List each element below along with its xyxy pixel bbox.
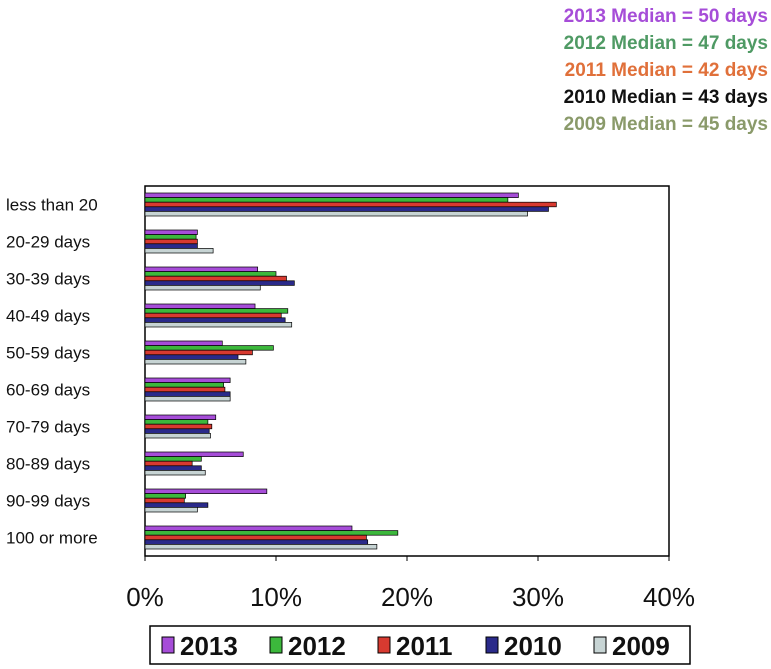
median-label-4: 2009 Median = 45 days bbox=[564, 114, 768, 135]
bar-2012-5 bbox=[144, 382, 224, 388]
bar-2012-8 bbox=[144, 493, 186, 499]
category-label-6: 70-79 days bbox=[6, 418, 90, 437]
bar-2011-1 bbox=[144, 238, 198, 245]
bar-2010-1 bbox=[144, 243, 198, 249]
legend-label-2011: 2011 bbox=[396, 631, 452, 661]
bar-2011-9 bbox=[144, 534, 367, 541]
plot-area bbox=[144, 185, 670, 557]
legend-label-2010: 2010 bbox=[504, 631, 562, 661]
bar-2013-4 bbox=[144, 340, 223, 346]
bar-2012-9 bbox=[144, 530, 399, 536]
x-tick-label-0: 0% bbox=[126, 582, 164, 612]
category-label-4: 50-59 days bbox=[6, 344, 90, 363]
bar-2011-6 bbox=[144, 423, 213, 430]
bar-2013-9 bbox=[144, 525, 353, 531]
bar-2009-8 bbox=[144, 507, 198, 513]
bar-2009-5 bbox=[144, 396, 231, 402]
bar-2009-4 bbox=[144, 359, 247, 365]
legend: 2013 2012 2011 2010 2009 bbox=[149, 625, 691, 665]
bar-2012-1 bbox=[144, 234, 197, 240]
category-label-2: 30-39 days bbox=[6, 270, 90, 289]
bar-2011-2 bbox=[144, 275, 287, 282]
x-tick-label-3: 30% bbox=[512, 582, 564, 612]
bar-2013-8 bbox=[144, 488, 268, 494]
category-label-7: 80-89 days bbox=[6, 455, 90, 474]
bar-2012-7 bbox=[144, 456, 202, 462]
legend-swatch-2013 bbox=[161, 636, 175, 654]
bar-2009-1 bbox=[144, 248, 214, 254]
bar-2010-3 bbox=[144, 317, 286, 323]
bar-2012-6 bbox=[144, 419, 209, 425]
bar-2011-4 bbox=[144, 349, 253, 356]
bar-2011-7 bbox=[144, 460, 193, 467]
bar-2012-0 bbox=[144, 197, 509, 203]
bar-2013-6 bbox=[144, 414, 217, 420]
bar-2009-3 bbox=[144, 322, 293, 328]
category-label-8: 90-99 days bbox=[6, 492, 90, 511]
bar-2009-7 bbox=[144, 470, 206, 476]
bar-2009-9 bbox=[144, 544, 378, 550]
bar-2010-0 bbox=[144, 206, 549, 212]
bar-2010-7 bbox=[144, 465, 202, 471]
bar-2009-0 bbox=[144, 211, 528, 217]
legend-swatch-2010 bbox=[485, 636, 499, 654]
bar-2010-9 bbox=[144, 539, 369, 545]
bar-2012-3 bbox=[144, 308, 289, 314]
category-labels: less than 20 20-29 days 30-39 days 40-49 da… bbox=[6, 196, 98, 548]
median-annotations: 2013 Median = 50 days 2012 Median = 47 da… bbox=[564, 6, 768, 135]
category-label-3: 40-49 days bbox=[6, 307, 90, 326]
bar-2012-4 bbox=[144, 345, 274, 351]
bar-2010-4 bbox=[144, 354, 239, 360]
legend-swatch-2012 bbox=[269, 636, 283, 654]
legend-label-2009: 2009 bbox=[612, 631, 670, 661]
median-label-1: 2012 Median = 47 days bbox=[564, 33, 768, 54]
bar-2011-8 bbox=[144, 497, 185, 504]
bar-2011-5 bbox=[144, 386, 226, 393]
x-tick-label-2: 20% bbox=[381, 582, 433, 612]
legend-swatch-2009 bbox=[593, 636, 607, 654]
bar-2013-2 bbox=[144, 266, 259, 272]
category-label-0: less than 20 bbox=[6, 196, 98, 215]
bar-2009-6 bbox=[144, 433, 211, 439]
category-label-9: 100 or more bbox=[6, 529, 98, 548]
bar-2011-0 bbox=[144, 201, 557, 208]
bar-2012-2 bbox=[144, 271, 277, 277]
bar-2013-0 bbox=[144, 192, 519, 198]
bar-2013-7 bbox=[144, 451, 244, 457]
bar-2010-6 bbox=[144, 428, 210, 434]
bar-2013-1 bbox=[144, 229, 198, 235]
legend-swatch-2011 bbox=[377, 636, 391, 654]
category-label-5: 60-69 days bbox=[6, 381, 90, 400]
bars-group bbox=[144, 192, 557, 550]
x-tick-label-4: 40% bbox=[643, 582, 695, 612]
bar-2013-3 bbox=[144, 303, 256, 309]
category-label-1: 20-29 days bbox=[6, 233, 90, 252]
bar-2011-3 bbox=[144, 312, 282, 319]
x-axis-ticks: 0% 10% 20% 30% 40% bbox=[126, 556, 695, 612]
bar-2013-5 bbox=[144, 377, 231, 383]
bar-2010-8 bbox=[144, 502, 209, 508]
legend-label-2012: 2012 bbox=[288, 631, 346, 661]
legend-label-2013: 2013 bbox=[180, 631, 238, 661]
median-label-3: 2010 Median = 43 days bbox=[564, 87, 768, 108]
bar-2010-2 bbox=[144, 280, 295, 286]
x-tick-label-1: 10% bbox=[250, 582, 302, 612]
median-label-2: 2011 Median = 42 days bbox=[565, 60, 768, 81]
median-label-0: 2013 Median = 50 days bbox=[564, 6, 768, 27]
bar-2010-5 bbox=[144, 391, 231, 397]
bar-2009-2 bbox=[144, 285, 261, 291]
